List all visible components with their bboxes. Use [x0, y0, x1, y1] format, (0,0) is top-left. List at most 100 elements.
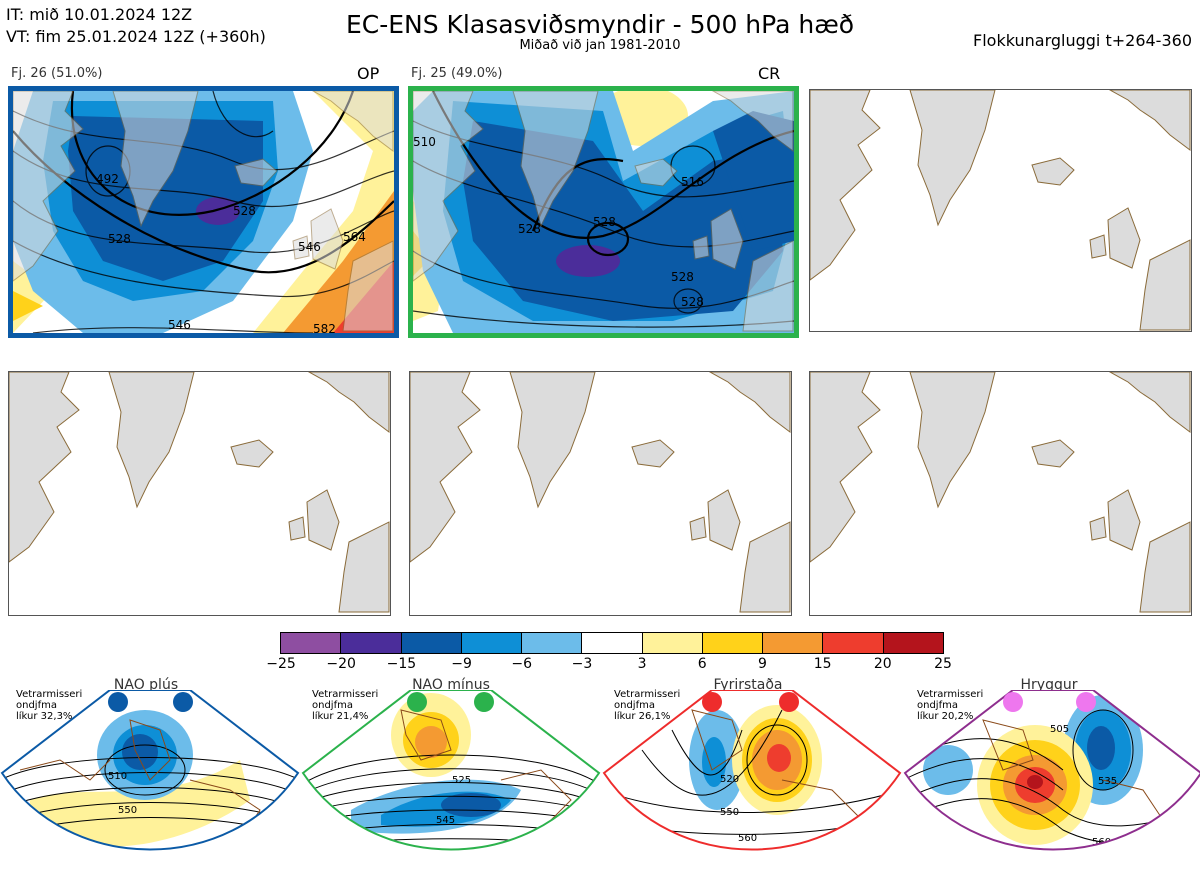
colorbar-tick-label: 9 [757, 656, 767, 672]
initial-time: IT: mið 10.01.2024 12Z [6, 5, 193, 24]
regime-2-contour-label: 525 [452, 775, 471, 786]
regime-1-stat-line: Vetrarmisseri [16, 689, 83, 700]
regime-3-dot [702, 692, 722, 712]
colorbar-tick-label: −9 [451, 656, 472, 672]
regime-4-dot [1076, 692, 1096, 712]
cluster-map-4 [8, 371, 391, 616]
regime-3-stat-line: ondjfma [614, 700, 655, 711]
colorbar-segment [461, 633, 523, 653]
cr-contour-label: 528 [681, 295, 704, 309]
colorbar-tick-label: −3 [571, 656, 593, 672]
regime-3-contour-label: 560 [738, 833, 757, 844]
colorbar-tick-label: −25 [266, 656, 296, 672]
valid-time: VT: fim 25.01.2024 12Z (+360h) [6, 27, 266, 46]
regime-3-map: 520 550 560 [602, 690, 902, 851]
base-map-5 [410, 372, 791, 613]
panel-2-label: Fj. 25 (49.0%) [411, 66, 503, 81]
regime-2-probability: líkur 21,4% [312, 711, 369, 722]
op-contour-label: 546 [168, 318, 191, 332]
colorbar-segment [281, 633, 342, 653]
regime-2-stats: Vetrarmisseri ondjfma líkur 21,4% [312, 689, 378, 722]
regime-2-dot [407, 692, 427, 712]
regime-1-stats: Vetrarmisseri ondjfma líkur 32,3% [16, 689, 82, 722]
cluster-map-6 [809, 371, 1192, 616]
regime-3-stat-line: Vetrarmisseri [614, 689, 681, 700]
regime-4-dot [1003, 692, 1023, 712]
cluster-map-cr: 528 516 528 510 528 528 [408, 86, 799, 338]
colorbar-tick-label: −20 [326, 656, 356, 672]
regime-2-contour-label: 545 [436, 815, 455, 826]
regime-4-stats: Vetrarmisseri ondjfma líkur 20,2% [917, 689, 983, 722]
regime-4-stat-line: ondjfma [917, 700, 958, 711]
cr-contour-label: 510 [413, 135, 436, 149]
base-map-3 [810, 90, 1191, 331]
colorbar-segment [522, 633, 583, 653]
page-subtitle: Miðað við jan 1981-2010 [519, 38, 681, 53]
colorbar-tick-label: −15 [386, 656, 417, 672]
regime-4-contour-label: 535 [1098, 776, 1117, 787]
regime-2-stat-line: Vetrarmisseri [312, 689, 379, 700]
cr-contour-label: 528 [671, 270, 694, 284]
op-contour-label: 564 [343, 230, 366, 244]
cr-contour-label: 516 [681, 175, 704, 189]
regime-1-probability: líkur 32,3% [16, 711, 73, 722]
colorbar-tick-label: 6 [697, 656, 707, 672]
regime-2-title: NAO mínus [412, 677, 490, 693]
colorbar-segment [582, 633, 643, 653]
regime-4-stat-line: Vetrarmisseri [917, 689, 984, 700]
colorbar [280, 632, 944, 654]
header-info: IT: mið 10.01.2024 12Z VT: fim 25.01.202… [6, 4, 266, 48]
base-map-4 [9, 372, 390, 613]
classification-window: Flokkunargluggi t+264-360 [973, 31, 1192, 50]
base-map-6 [810, 372, 1191, 613]
regime-2-dot [474, 692, 494, 712]
regime-3-dot [779, 692, 799, 712]
regime-maps: 510 550 [0, 690, 1200, 861]
cr-contour-label: 528 [593, 215, 616, 229]
colorbar-segment [642, 633, 703, 653]
regime-4-contour-label: 505 [1050, 724, 1069, 735]
regime-4-probability: líkur 20,2% [917, 711, 974, 722]
colorbar-segment [763, 633, 824, 653]
op-contour-label: 528 [108, 232, 131, 246]
regime-2-stat-line: ondjfma [312, 700, 353, 711]
regime-3-contour-label: 550 [720, 807, 739, 818]
op-contour-label: 546 [298, 240, 321, 254]
regime-1-contour-label: 550 [118, 805, 137, 816]
regime-3-probability: líkur 26,1% [614, 711, 671, 722]
regime-4-map: 505 535 560 [903, 690, 1200, 851]
op-contour-label: 528 [233, 204, 256, 218]
colorbar-segment [883, 633, 943, 653]
regime-3-stats: Vetrarmisseri ondjfma líkur 26,1% [614, 689, 680, 722]
regime-1-map: 510 550 [0, 690, 300, 851]
regime-1-stat-line: ondjfma [16, 700, 57, 711]
colorbar-tick-label: −6 [511, 656, 533, 672]
colorbar-tick-label: 20 [873, 656, 892, 672]
regime-1-title: NAO plús [113, 677, 179, 693]
regime-1-contour-label: 510 [108, 771, 127, 782]
cluster-map-op: 492 528 528 546 564 546 582 [8, 86, 399, 338]
colorbar-segment [401, 633, 462, 653]
page-title: EC-ENS Klasasviðsmyndir - 500 hPa hæð [345, 10, 855, 39]
regime-4-title: Hryggur [1020, 677, 1078, 693]
cluster-map-3 [809, 89, 1192, 332]
colorbar-segment [341, 633, 402, 653]
cluster-map-5 [409, 371, 792, 616]
colorbar-tick-label: 25 [934, 656, 952, 672]
colorbar-segment [823, 633, 884, 653]
colorbar-segment [702, 633, 764, 653]
regime-3-title: Fyrirstaða [713, 677, 783, 693]
regime-1-dot [173, 692, 193, 712]
panel-1-label: Fj. 26 (51.0%) [11, 66, 103, 81]
op-contour-label: 582 [313, 322, 336, 333]
colorbar-tick-label: 3 [637, 656, 647, 672]
colorbar-tick-label: 15 [813, 656, 832, 672]
regime-2-map: 525 545 565 [301, 690, 601, 861]
regime-3-contour-label: 520 [720, 774, 739, 785]
op-contour-label: 492 [96, 172, 119, 186]
regime-2-contour-label: 565 [447, 850, 466, 861]
regime-1-dot [108, 692, 128, 712]
panel-2-tag: CR [758, 64, 781, 83]
anomaly-map-cr: 528 516 528 510 528 528 [413, 91, 794, 333]
anomaly-map-op: 492 528 528 546 564 546 582 [13, 91, 394, 333]
